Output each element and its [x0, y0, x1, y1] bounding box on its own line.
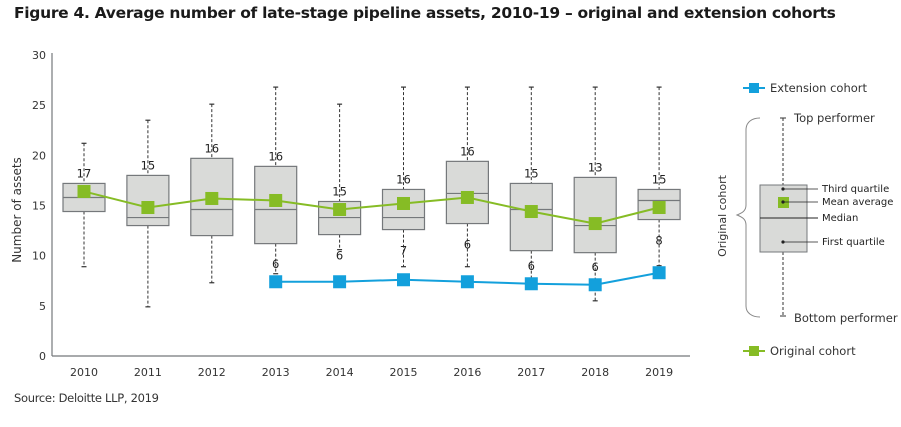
original-cohort-data-label: 15 — [332, 184, 347, 198]
box-plot — [573, 86, 617, 302]
original-cohort-data-label: 15 — [141, 158, 156, 172]
box-plot — [126, 119, 170, 308]
key-bracket — [735, 117, 761, 318]
y-tick-label: 30 — [32, 49, 46, 62]
key-bracket-label: Original cohort — [716, 174, 729, 257]
key-top-performer: Top performer — [793, 111, 875, 125]
original-cohort-data-label: 15 — [524, 166, 539, 180]
extension-cohort-data-label: 6 — [592, 260, 599, 274]
original-cohort-marker — [652, 201, 666, 215]
y-axis-label: Number of assets — [10, 157, 24, 263]
original-cohort-marker — [588, 217, 602, 231]
x-tick-label: 2019 — [645, 366, 673, 379]
legend-extension-label: Extension cohort — [770, 81, 868, 95]
y-tick-label: 10 — [32, 250, 46, 263]
original-cohort-data-label: 16 — [268, 149, 283, 163]
x-tick-label: 2017 — [517, 366, 545, 379]
axes: 0 5 10 15 20 25 30 2010 2011 2012 2013 2014 2015 2016… — [32, 49, 690, 379]
iqr-box — [573, 176, 617, 254]
x-tick-label: 2011 — [134, 366, 162, 379]
extension-cohort-marker — [588, 278, 602, 292]
extension-cohort-data-label: 7 — [400, 244, 407, 258]
extension-cohort-data-label: 6 — [464, 238, 471, 252]
original-cohort-marker — [460, 190, 474, 204]
original-cohort-marker — [269, 193, 283, 207]
series-lines — [77, 184, 666, 292]
data-labels: 17 15 16 16 15 16 16 15 13 15 6 6 7 6 6 6 8 — [77, 141, 667, 273]
extension-cohort-data-label: 6 — [528, 259, 535, 273]
key-third-quartile: Third quartile — [821, 184, 889, 195]
x-tick-label: 2018 — [581, 366, 609, 379]
key-median: Median — [822, 213, 858, 224]
box-plots — [62, 86, 681, 308]
extension-cohort-data-label: 6 — [336, 249, 343, 263]
x-tick-label: 2013 — [262, 366, 290, 379]
extension-cohort-marker — [524, 277, 538, 291]
legend-original: Original cohort — [743, 344, 856, 358]
y-tick-label: 5 — [39, 300, 46, 313]
extension-cohort-marker — [652, 266, 666, 280]
source-note: Source: Deloitte LLP, 2019 — [14, 391, 159, 405]
legend-original-label: Original cohort — [770, 344, 856, 358]
key-bottom-performer: Bottom performer — [794, 311, 898, 325]
x-tick-label: 2010 — [70, 366, 98, 379]
x-tick-label: 2014 — [326, 366, 354, 379]
extension-cohort-marker — [460, 275, 474, 289]
original-cohort-line — [83, 190, 660, 225]
y-tick-label: 25 — [32, 99, 46, 112]
y-tick-label: 15 — [32, 200, 46, 213]
original-cohort-data-label: 16 — [204, 141, 219, 155]
key-mean-average: Mean average — [822, 197, 893, 208]
original-cohort-data-label: 13 — [588, 160, 603, 174]
extension-cohort-marker — [333, 275, 347, 289]
original-cohort-data-label: 16 — [460, 144, 475, 158]
x-tick-label: 2012 — [198, 366, 226, 379]
legend-extension-marker — [749, 83, 759, 93]
x-tick-label: 2016 — [453, 366, 481, 379]
box-plot — [62, 142, 106, 268]
original-cohort-marker — [205, 191, 219, 205]
x-tick-label: 2015 — [390, 366, 418, 379]
box-plot — [509, 86, 553, 284]
chart-title: Figure 4. Average number of late-stage p… — [14, 4, 836, 22]
key-first-quartile: First quartile — [822, 237, 885, 248]
extension-cohort-data-label: 6 — [272, 257, 279, 271]
y-tick-label: 20 — [32, 149, 46, 162]
legend-original-marker — [749, 346, 759, 356]
original-cohort-data-label: 17 — [77, 166, 92, 180]
original-cohort-marker — [141, 201, 155, 215]
extension-cohort-data-label: 8 — [655, 234, 662, 248]
extension-cohort-marker — [269, 275, 283, 289]
original-cohort-data-label: 16 — [396, 172, 411, 186]
box-key: Original cohort Top performer Third quar… — [716, 111, 898, 325]
box-plot — [254, 86, 298, 275]
legend-extension: Extension cohort — [743, 81, 868, 95]
extension-cohort-marker — [397, 273, 410, 287]
original-cohort-marker — [333, 203, 347, 217]
y-tick-label: 0 — [39, 350, 46, 363]
original-cohort-marker — [397, 196, 410, 210]
original-cohort-marker — [77, 184, 91, 198]
box-plot — [318, 103, 362, 251]
original-cohort-marker — [524, 205, 538, 219]
original-cohort-data-label: 15 — [652, 172, 667, 186]
